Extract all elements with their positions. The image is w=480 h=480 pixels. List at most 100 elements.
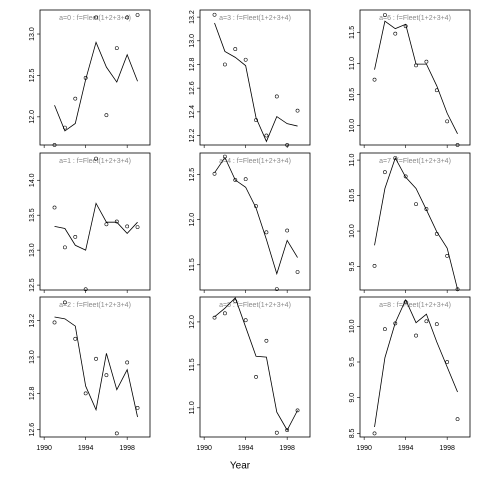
observed-point (295, 108, 300, 113)
observed-point (94, 15, 98, 20)
observed-point (383, 170, 387, 175)
panel-frame (359, 296, 471, 438)
observed-point (83, 287, 88, 292)
panel-title: a=1 : f=Fleet(1+2+3+4) (59, 158, 131, 165)
observed-point (393, 31, 398, 36)
observed-point (243, 57, 248, 62)
fit-line (374, 20, 458, 134)
panel-title: a=3 : f=Fleet(1+2+3+4) (219, 15, 291, 22)
y-tick-label: 12.5 (29, 69, 36, 83)
observed-point (264, 133, 269, 138)
x-tick-label: 1990 (36, 445, 52, 452)
observed-point (125, 15, 130, 20)
y-tick-label: 12.2 (189, 129, 196, 143)
observed-point (83, 76, 88, 80)
observed-point (135, 406, 140, 410)
observed-point (274, 94, 279, 99)
observed-point (63, 125, 67, 130)
x-tick-label: 1994 (238, 445, 254, 452)
observed-point (274, 287, 279, 291)
panel-title: a=7 : f=Fleet(1+2+3+4) (379, 158, 451, 165)
observed-point (52, 205, 57, 210)
y-tick-label: 10.5 (349, 88, 356, 102)
observed-point (414, 63, 418, 68)
fit-line (214, 22, 298, 143)
observed-point (212, 315, 217, 320)
y-tick-label: 11.0 (349, 153, 356, 166)
y-tick-label: 11.0 (189, 401, 196, 414)
y-tick-label: 12.5 (189, 168, 196, 182)
observed-point (414, 202, 418, 207)
y-tick-label: 13.5 (29, 208, 36, 222)
observed-point (135, 13, 140, 17)
y-tick-label: 13.0 (29, 243, 36, 257)
observed-point (233, 178, 238, 182)
fit-line (374, 298, 458, 428)
y-tick-label: 9.5 (349, 357, 356, 367)
observed-point (434, 322, 439, 327)
observed-point (243, 318, 248, 323)
observed-point (254, 118, 258, 123)
observed-point (295, 270, 300, 274)
observed-point (223, 154, 227, 159)
observed-point (285, 228, 290, 233)
y-tick-label: 14.0 (29, 173, 36, 187)
y-tick-label: 8.5 (349, 428, 356, 438)
y-tick-label: 11.5 (189, 258, 196, 271)
x-tick-label: 1994 (78, 445, 94, 452)
observed-point (434, 232, 439, 236)
x-tick-label: 1998 (439, 445, 455, 452)
panel-frame (199, 296, 311, 438)
observed-point (393, 156, 398, 160)
observed-point (403, 24, 408, 29)
fit-line (214, 156, 298, 276)
observed-point (424, 319, 429, 324)
panel-title: a=2 : f=Fleet(1+2+3+4) (59, 302, 131, 309)
observed-point (52, 143, 57, 147)
observed-point (372, 431, 377, 436)
observed-point (455, 287, 460, 292)
observed-point (254, 374, 258, 379)
panel-frame (39, 296, 151, 438)
observed-point (455, 417, 460, 422)
y-tick-label: 11.0 (349, 57, 356, 70)
observed-point (414, 333, 418, 338)
observed-point (114, 431, 119, 436)
fit-line (54, 316, 138, 418)
observed-point (83, 391, 88, 396)
observed-point (73, 96, 78, 101)
observed-point (94, 156, 98, 161)
y-tick-label: 10.0 (349, 119, 356, 133)
observed-point (445, 360, 450, 364)
y-tick-label: 13.0 (29, 27, 36, 41)
y-tick-label: 12.8 (29, 386, 36, 400)
observed-point (383, 327, 387, 332)
y-tick-label: 10.5 (349, 189, 356, 203)
x-tick-label: 1990 (196, 445, 212, 452)
y-tick-label: 12.6 (189, 81, 196, 95)
observed-point (445, 254, 450, 258)
y-tick-label: 12.5 (29, 278, 36, 292)
panel-frame (199, 9, 311, 146)
panel-frame (359, 9, 471, 146)
x-axis-label: Year (230, 461, 251, 472)
observed-point (295, 408, 300, 413)
panel-title: a=6 : f=Fleet(1+2+3+4) (379, 15, 451, 22)
observed-point (445, 119, 450, 124)
observed-point (233, 299, 238, 304)
observed-point (114, 46, 119, 50)
panel-frame (199, 152, 311, 291)
observed-point (135, 225, 140, 229)
y-tick-label: 13.0 (189, 34, 196, 48)
panel-title: a=0 : f=Fleet(1+2+3+4) (59, 15, 131, 22)
observed-point (63, 245, 67, 250)
panel-title: a=5 : f=Fleet(1+2+3+4) (219, 302, 291, 309)
panel-frame (39, 9, 151, 146)
observed-point (274, 430, 279, 435)
observed-point (223, 311, 227, 316)
observed-point (73, 336, 78, 341)
x-tick-label: 1998 (279, 445, 295, 452)
fit-line (54, 41, 138, 132)
y-tick-label: 12.0 (29, 110, 36, 124)
